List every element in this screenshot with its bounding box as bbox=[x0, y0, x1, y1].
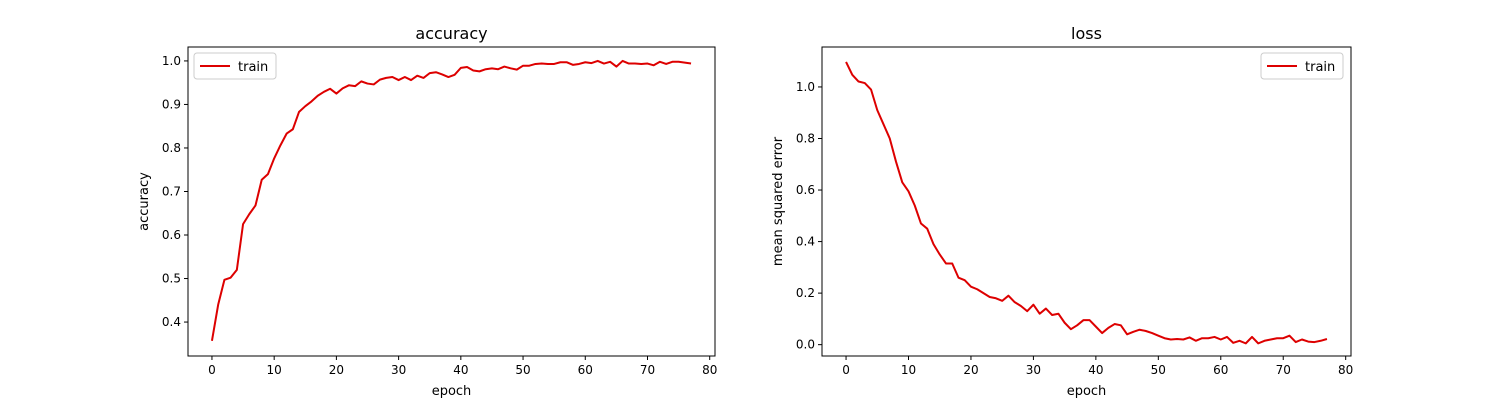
x-tick-label: 40 bbox=[453, 363, 468, 377]
x-tick-label: 80 bbox=[702, 363, 717, 377]
y-tick-label: 0.5 bbox=[162, 272, 181, 286]
legend-label: train bbox=[238, 60, 268, 75]
y-tick-label: 1.0 bbox=[162, 54, 181, 68]
y-tick-label: 0.7 bbox=[162, 184, 181, 198]
legend-box bbox=[1260, 52, 1344, 80]
x-tick-label: 10 bbox=[267, 363, 282, 377]
y-axis-label: accuracy bbox=[137, 172, 152, 231]
x-tick-label: 0 bbox=[842, 363, 850, 377]
chart-title: accuracy bbox=[415, 24, 487, 43]
chart-title: loss bbox=[1071, 24, 1102, 43]
y-tick-label: 0.0 bbox=[796, 338, 815, 352]
x-tick-label: 40 bbox=[1088, 363, 1103, 377]
y-tick-label: 0.6 bbox=[796, 183, 815, 197]
x-axis-label: epoch bbox=[432, 384, 472, 399]
x-tick-label: 20 bbox=[963, 363, 978, 377]
x-tick-label: 50 bbox=[1151, 363, 1166, 377]
legend: train bbox=[193, 52, 277, 80]
loss-chart: loss epoch mean squared error 0 10 20 30 40 5… bbox=[771, 24, 1353, 399]
axes-frame bbox=[187, 46, 716, 357]
x-tick-label: 80 bbox=[1338, 363, 1353, 377]
axis-ticks: 0 10 20 30 40 50 60 70 80 0.0 0.2 0.4 0.6 0.8 1.0 bbox=[796, 80, 1353, 377]
y-tick-label: 0.2 bbox=[796, 286, 815, 300]
x-tick-label: 0 bbox=[208, 363, 216, 377]
accuracy-chart: accuracy epoch accuracy 0 10 20 30 40 50 60 70 8… bbox=[137, 24, 717, 399]
axes-frame bbox=[821, 46, 1352, 357]
x-tick-label: 70 bbox=[640, 363, 655, 377]
plot-area bbox=[210, 59, 692, 341]
y-tick-label: 0.4 bbox=[796, 235, 815, 249]
x-tick-label: 60 bbox=[1213, 363, 1228, 377]
y-tick-label: 1.0 bbox=[796, 80, 815, 94]
plot-area bbox=[845, 61, 1328, 345]
y-axis-label: mean squared error bbox=[771, 136, 786, 266]
x-tick-label: 30 bbox=[391, 363, 406, 377]
y-tick-label: 0.4 bbox=[162, 315, 181, 329]
axis-ticks: 0 10 20 30 40 50 60 70 80 0.4 0.5 0.6 0.7 0.8 0.9 1.0 bbox=[162, 54, 717, 377]
series-line-train bbox=[845, 61, 1328, 345]
legend: train bbox=[1260, 52, 1344, 80]
x-tick-label: 10 bbox=[901, 363, 916, 377]
x-axis-label: epoch bbox=[1067, 384, 1107, 399]
legend-label: train bbox=[1305, 60, 1335, 75]
x-tick-label: 20 bbox=[329, 363, 344, 377]
x-tick-label: 50 bbox=[515, 363, 530, 377]
x-tick-label: 60 bbox=[578, 363, 593, 377]
y-tick-label: 0.9 bbox=[162, 97, 181, 111]
legend-box bbox=[193, 52, 277, 80]
y-tick-label: 0.6 bbox=[162, 228, 181, 242]
x-tick-label: 70 bbox=[1276, 363, 1291, 377]
y-tick-label: 0.8 bbox=[162, 141, 181, 155]
x-tick-label: 30 bbox=[1026, 363, 1041, 377]
series-line-train bbox=[210, 59, 692, 341]
y-tick-label: 0.8 bbox=[796, 131, 815, 145]
